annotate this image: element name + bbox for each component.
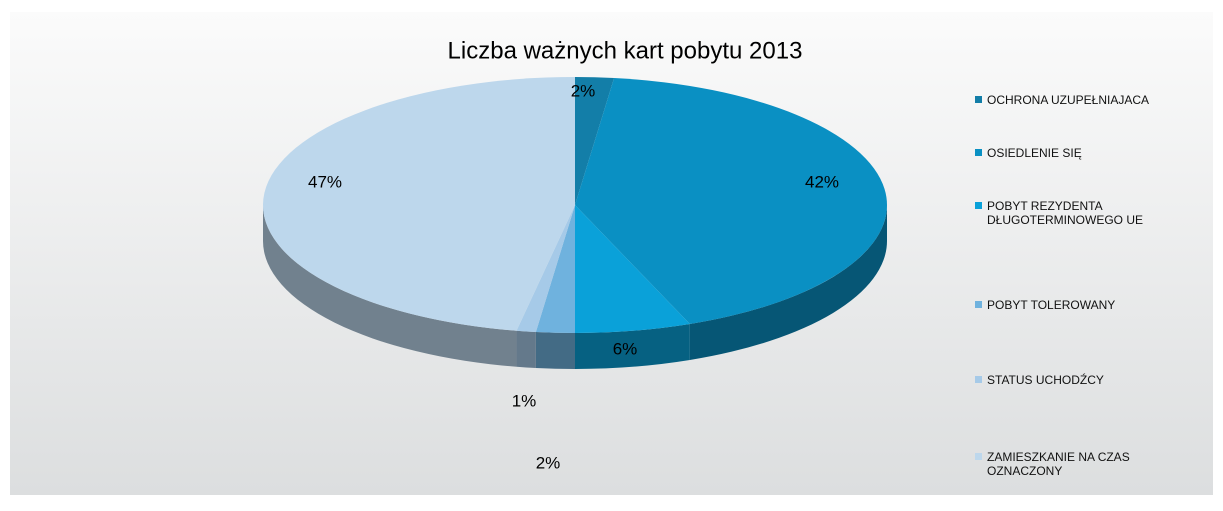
legend-label: ZAMIESZKANIE NA CZAS OZNACZONY [987, 450, 1130, 478]
data-label: 42% [805, 172, 839, 191]
slice-side [516, 330, 536, 368]
legend-label: POBYT REZYDENTA DŁUGOTERMINOWEGO UE [987, 199, 1144, 227]
legend-swatch [975, 453, 982, 460]
legend-swatch [975, 202, 982, 209]
legend-item: ZAMIESZKANIE NA CZAS OZNACZONY [975, 450, 1162, 478]
legend-item: POBYT REZYDENTA DŁUGOTERMINOWEGO UE [975, 199, 1162, 227]
legend-item: POBYT TOLEROWANY [975, 298, 1162, 312]
slice [516, 205, 575, 332]
slice [575, 78, 887, 325]
legend-swatch [975, 376, 982, 383]
slice [263, 77, 575, 331]
data-label: 2% [571, 81, 596, 100]
slice-side [575, 324, 690, 369]
legend-label: STATUS UCHODŹCY [987, 373, 1104, 387]
slice-side [689, 205, 887, 361]
legend-swatch [975, 149, 982, 156]
data-label: 1% [512, 391, 537, 410]
slice [575, 77, 615, 205]
legend-item: OSIEDLENIE SIĘ [975, 146, 1162, 160]
legend-item: STATUS UCHODŹCY [975, 373, 1162, 387]
legend-item: OCHRONA UZUPEŁNIAJACA [975, 93, 1162, 107]
legend-label: POBYT TOLEROWANY [987, 298, 1116, 312]
data-label: 6% [613, 339, 638, 358]
chart-title: Liczba ważnych kart pobytu 2013 [448, 37, 803, 64]
data-label: 2% [536, 453, 561, 472]
legend-swatch [975, 96, 982, 103]
data-label: 47% [308, 172, 342, 191]
slice-side [263, 205, 517, 367]
legend-label: OCHRONA UZUPEŁNIAJACA [987, 93, 1150, 107]
slice [575, 205, 690, 333]
slice [535, 205, 575, 333]
legend-label: OSIEDLENIE SIĘ [987, 146, 1082, 160]
slice-side [535, 331, 575, 369]
legend-swatch [975, 301, 982, 308]
